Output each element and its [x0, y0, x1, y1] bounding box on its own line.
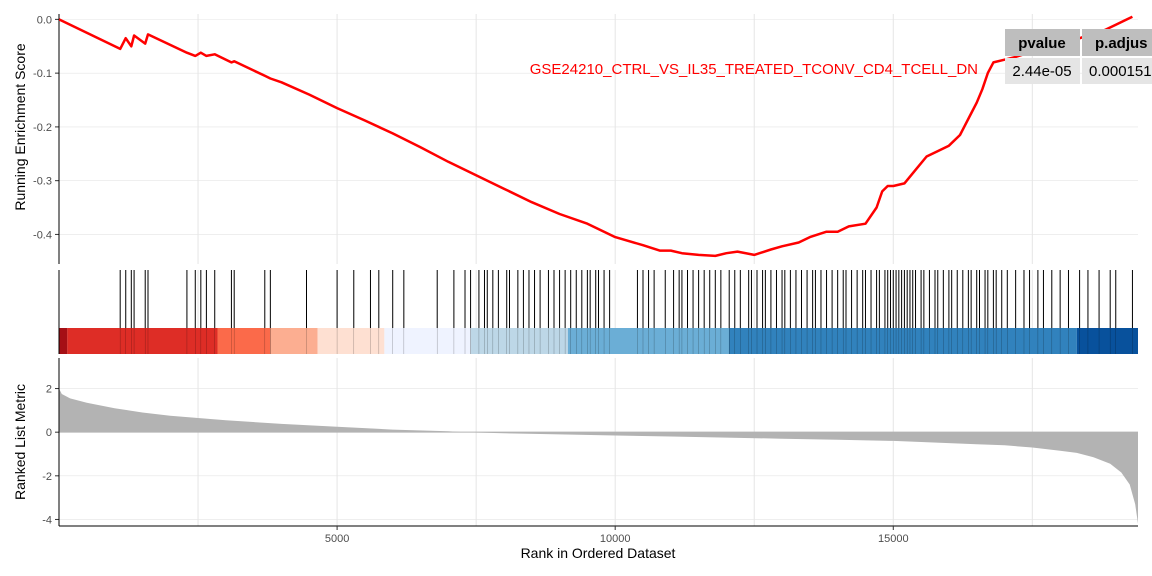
es-y-axis-title: Running Enrichment Score: [12, 43, 28, 211]
hits-panel: [58, 270, 1138, 354]
table-header-pvalue: pvalue: [1018, 35, 1066, 52]
color-segment: [1076, 328, 1138, 354]
color-segment: [729, 328, 1077, 354]
es-panel: 0.0 -0.1 -0.2 -0.3 -0.4 GSE24210_CTRL_VS_IL3…: [12, 14, 1152, 264]
pvalue-table: pvalue p.adjus 2.44e-05 0.000151: [1005, 29, 1152, 84]
es-y-axis: 0.0 -0.1 -0.2 -0.3 -0.4: [33, 14, 59, 241]
color-segment: [59, 328, 68, 354]
y-tick-label: -0.1: [33, 68, 52, 80]
y-tick-label: 0.0: [37, 14, 52, 26]
y-tick-label: -0.2: [33, 122, 52, 134]
y-tick-label: 0: [46, 427, 52, 439]
table-cell-pvalue: 2.44e-05: [1012, 63, 1071, 80]
color-segment: [67, 328, 218, 354]
y-tick-label: -2: [42, 471, 52, 483]
rank-color-bar: [59, 328, 1138, 354]
es-annotation: GSE24210_CTRL_VS_IL35_TREATED_TCONV_CD4_…: [530, 61, 978, 78]
x-tick-label: 10000: [600, 533, 631, 545]
table-header-pvalue-bg: [1005, 29, 1080, 56]
color-segment: [317, 328, 385, 354]
y-tick-label: 2: [46, 384, 52, 396]
es-series-line: [59, 15, 1133, 258]
color-segment: [567, 328, 730, 354]
x-axis-title: Rank in Ordered Dataset: [521, 545, 676, 561]
x-tick-label: 5000: [325, 533, 349, 545]
x-tick-label: 15000: [878, 533, 909, 545]
es-gridlines: [59, 14, 1138, 264]
metric-panel: 2 0 -2 -4 5000 10000 15000 Ranked List Metric…: [12, 358, 1138, 561]
table-header-padjust-bg: [1082, 29, 1152, 56]
color-segment: [270, 328, 318, 354]
table-cell-pvalue-bg: [1005, 58, 1080, 84]
metric-area: [59, 388, 1138, 524]
table-header-padjust: p.adjus: [1095, 35, 1148, 52]
metric-y-axis-title: Ranked List Metric: [12, 384, 28, 500]
table-cell-padjust-bg: [1082, 58, 1152, 84]
color-segment: [470, 328, 568, 354]
y-tick-label: -0.4: [33, 229, 52, 241]
y-tick-label: -4: [42, 514, 52, 526]
color-segment: [217, 328, 271, 354]
table-cell-padjust: 0.000151: [1089, 63, 1152, 80]
es-panel-background: [59, 14, 1138, 264]
metric-y-axis: 2 0 -2 -4: [42, 384, 59, 526]
y-tick-label: -0.3: [33, 176, 52, 188]
color-segment: [384, 328, 471, 354]
x-axis: 5000 10000 15000: [325, 526, 909, 545]
